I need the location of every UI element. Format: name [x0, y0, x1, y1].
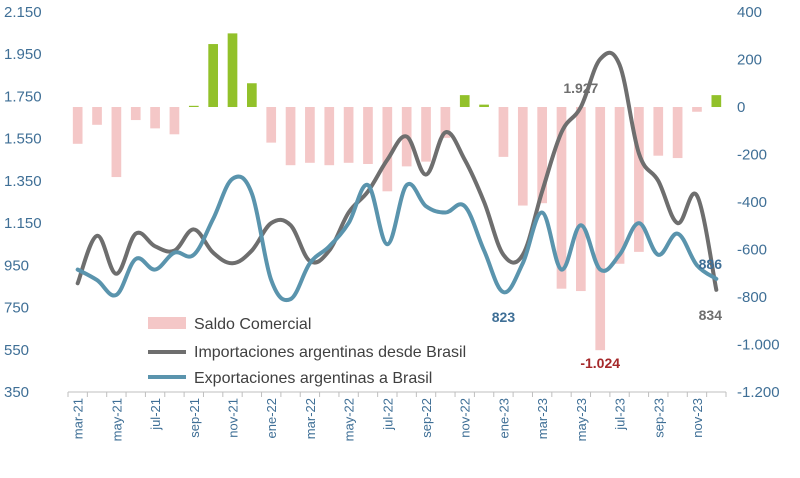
- right-tick-label: -1.000: [737, 337, 780, 354]
- data-label-886: 886: [699, 256, 723, 272]
- x-tick-label: mar-23: [535, 398, 550, 439]
- left-axis-ticks: 2.150 1.950 1.750 1.550 1.350 1.150 950 750 550 3…: [4, 4, 42, 401]
- bar-saldo-abr-22: [324, 107, 335, 166]
- left-tick-label: 950: [4, 257, 29, 274]
- right-tick-label: 400: [737, 4, 762, 21]
- left-tick-label: 750: [4, 300, 29, 317]
- x-tick-label: may-23: [574, 398, 589, 441]
- right-tick-label: -800: [737, 289, 767, 306]
- legend: Saldo Comercial Importaciones argentinas…: [148, 316, 466, 387]
- right-tick-label: 0: [737, 99, 745, 116]
- bar-saldo-sep-22: [421, 107, 431, 162]
- left-tick-label: 2.150: [4, 4, 42, 21]
- data-label--1.024: -1.024: [580, 355, 620, 371]
- bar-saldo-sep-21: [188, 105, 199, 107]
- bar-saldo-feb-22: [285, 107, 296, 166]
- bar-saldo-ene-23: [498, 107, 509, 157]
- bar-saldo-oct-22: [440, 107, 451, 138]
- x-tick-label: mar-21: [71, 398, 86, 439]
- bar-saldo-dic-22: [479, 104, 489, 108]
- legend-label-exportaciones: Exportaciones argentinas a Brasil: [194, 370, 432, 387]
- x-axis-ticks: mar-21 may-21 jul-21 sep-21 nov-21 ene-22 mar-…: [67, 392, 727, 441]
- bar-saldo-feb-23: [517, 107, 528, 206]
- bar-saldo-oct-23: [672, 107, 683, 159]
- x-tick-label: ene-23: [496, 398, 511, 438]
- bar-saldo-ago-21: [169, 107, 180, 135]
- bar-saldo-nov-23: [692, 107, 702, 112]
- left-tick-label: 1.950: [4, 46, 42, 63]
- bar-saldo-ago-23: [634, 107, 644, 252]
- x-tick-label: ene-22: [264, 398, 279, 438]
- right-axis-ticks: 400 200 0 -200 -400 -600 -800 -1.000 -1.200: [737, 4, 780, 401]
- bar-saldo-jun-23: [595, 107, 606, 351]
- legend-swatch-saldo: [148, 317, 186, 329]
- x-tick-label: nov-21: [226, 398, 241, 438]
- data-label-834: 834: [699, 307, 723, 323]
- bar-saldo-mar-21: [72, 107, 83, 144]
- bar-saldo-ene-22: [266, 107, 277, 143]
- left-tick-label: 1.550: [4, 131, 42, 148]
- legend-label-importaciones: Importaciones argentinas desde Brasil: [194, 344, 466, 361]
- bar-saldo-jul-23: [614, 107, 625, 264]
- bar-saldo-may-21: [111, 107, 122, 178]
- x-tick-label: may-21: [109, 398, 124, 441]
- bar-saldo-dic-21: [247, 83, 257, 107]
- bar-saldo-sep-23: [653, 107, 664, 156]
- bar-saldo-jun-21: [130, 107, 141, 121]
- bar-saldo-mar-22: [305, 107, 315, 163]
- right-tick-label: -600: [737, 242, 767, 259]
- bar-saldo-dic-23: [711, 95, 722, 108]
- x-tick-label: sep-22: [419, 398, 434, 438]
- x-tick-label: jul-21: [148, 398, 163, 431]
- data-label-823: 823: [492, 309, 516, 325]
- bar-saldo-may-22: [343, 107, 354, 163]
- left-tick-label: 550: [4, 342, 29, 359]
- left-tick-label: 1.150: [4, 215, 42, 232]
- bar-saldo-mar-23: [537, 107, 547, 204]
- line-exportaciones: [75, 174, 719, 303]
- bar-saldo-jul-22: [382, 107, 393, 192]
- data-label-1.927: 1.927: [563, 80, 598, 96]
- bar-saldo-nov-22: [459, 95, 470, 108]
- bar-saldo-nov-21: [227, 33, 238, 108]
- bar-saldo-may-23: [576, 107, 586, 292]
- annotations-layer: 1.927 823 886 834 -1.024: [492, 80, 722, 371]
- left-tick-label: 350: [4, 384, 29, 401]
- lines-layer: [75, 50, 719, 303]
- bar-saldo-jul-21: [150, 107, 160, 129]
- right-tick-label: -400: [737, 194, 767, 211]
- legend-label-saldo: Saldo Comercial: [194, 316, 311, 333]
- x-tick-label: jul-23: [613, 398, 628, 431]
- x-tick-label: sep-21: [187, 398, 202, 438]
- x-tick-label: jul-22: [380, 398, 395, 431]
- x-tick-label: may-22: [342, 398, 357, 441]
- right-tick-label: -200: [737, 147, 767, 164]
- right-tick-label: -1.200: [737, 384, 780, 401]
- line-importaciones: [75, 50, 719, 292]
- x-tick-label: nov-23: [690, 398, 705, 438]
- left-tick-label: 1.750: [4, 88, 42, 105]
- right-tick-label: 200: [737, 52, 762, 69]
- bar-saldo-abr-23: [556, 107, 567, 289]
- bar-saldo-abr-21: [92, 107, 102, 125]
- bars-layer: [72, 33, 722, 351]
- bar-saldo-jun-22: [363, 107, 373, 164]
- bar-saldo-oct-21: [208, 44, 218, 107]
- x-tick-label: nov-22: [458, 398, 473, 438]
- left-tick-label: 1.350: [4, 173, 42, 190]
- x-tick-label: mar-22: [303, 398, 318, 439]
- x-tick-label: sep-23: [651, 398, 666, 438]
